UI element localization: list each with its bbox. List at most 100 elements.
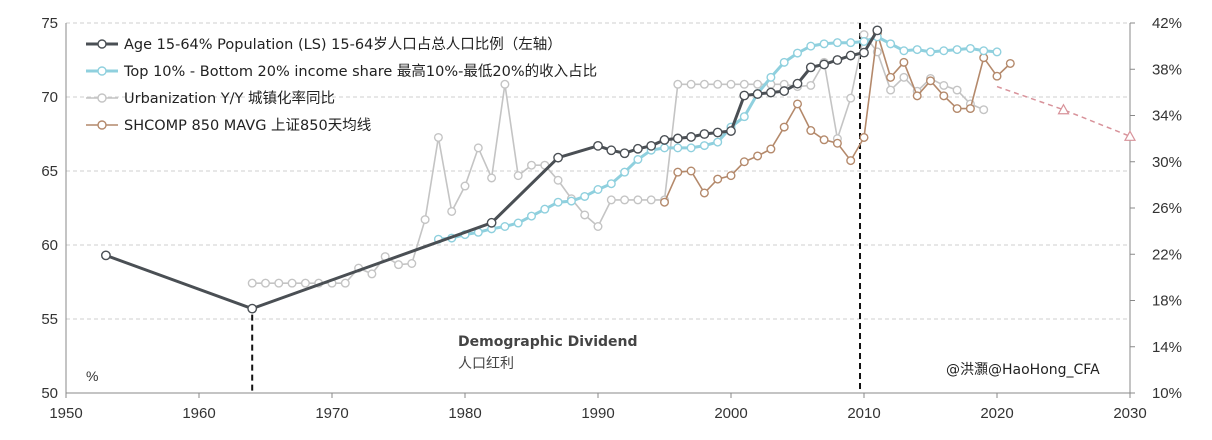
legend-label: Age 15-64% Population (LS) 15-64岁人口占总人口比… — [124, 36, 562, 53]
data-point — [726, 126, 736, 136]
legend-item-2: Urbanization Y/Y 城镇化率同比 — [86, 90, 335, 107]
data-point — [766, 87, 776, 98]
data-point — [1057, 103, 1070, 115]
data-point — [846, 93, 856, 103]
right-tick-label: 10% — [1152, 385, 1182, 402]
data-point — [593, 221, 603, 231]
data-point — [793, 99, 803, 109]
data-point — [806, 41, 816, 51]
data-point — [619, 148, 630, 159]
legend-swatch-marker — [97, 120, 107, 130]
data-point — [872, 25, 883, 36]
data-point — [792, 78, 803, 89]
series-layer — [101, 25, 1137, 314]
series-3 — [660, 28, 1015, 207]
watermark: @洪灝@HaoHong_CFA — [946, 361, 1100, 378]
right-tick-label: 38% — [1152, 61, 1182, 78]
x-tick-label: 2030 — [1113, 405, 1146, 422]
data-point — [646, 140, 657, 151]
data-point — [620, 167, 630, 177]
data-point — [739, 79, 749, 89]
data-point — [447, 206, 457, 216]
data-point — [766, 144, 776, 154]
left-tick-label: 50 — [41, 385, 58, 402]
data-point — [686, 143, 696, 153]
data-point — [300, 278, 310, 288]
left-tick-label: 60 — [41, 237, 58, 254]
left-tick-label: 55 — [41, 311, 58, 328]
data-point — [540, 204, 550, 214]
x-tick-label: 1970 — [315, 405, 348, 422]
data-point — [433, 132, 443, 142]
data-point — [566, 196, 576, 206]
data-point — [606, 195, 616, 205]
data-point — [1123, 130, 1137, 141]
data-point — [606, 179, 616, 189]
x-tick-label: 2020 — [980, 405, 1013, 422]
legend-label: Urbanization Y/Y 城镇化率同比 — [124, 90, 335, 107]
series-4 — [996, 85, 1137, 141]
data-point — [806, 80, 816, 90]
data-point — [739, 90, 750, 101]
data-point — [274, 278, 284, 288]
data-point — [620, 195, 630, 205]
data-point — [886, 72, 896, 82]
data-point — [886, 39, 896, 49]
right-tick-label: 34% — [1152, 108, 1182, 125]
data-point — [739, 112, 749, 122]
data-point — [979, 46, 989, 56]
data-point — [699, 129, 710, 139]
data-point — [686, 79, 696, 89]
data-point — [965, 104, 975, 114]
right-tick-label: 14% — [1152, 339, 1182, 356]
annotation-demographic-dividend: Demographic Dividend — [458, 334, 638, 350]
data-point — [646, 195, 656, 205]
legend-label: SHCOMP 850 MAVG 上证850天均线 — [124, 117, 371, 134]
series-0 — [101, 25, 883, 314]
data-point — [713, 79, 723, 89]
left-tick-label: 70 — [41, 89, 58, 106]
legend-item-1: Top 10% - Bottom 20% income share 最高10%-… — [86, 63, 597, 80]
data-point — [752, 89, 763, 99]
data-point — [367, 269, 377, 279]
legend-swatch-marker — [97, 39, 107, 49]
data-point — [819, 135, 829, 145]
data-point — [992, 71, 1002, 81]
data-point — [726, 79, 736, 89]
data-point — [460, 181, 470, 191]
x-tick-label: 1960 — [182, 405, 215, 422]
legend: Age 15-64% Population (LS) 15-64岁人口占总人口比… — [86, 36, 597, 134]
data-point — [1005, 58, 1015, 68]
data-point — [513, 171, 523, 181]
data-point — [699, 79, 709, 89]
data-point — [832, 38, 842, 48]
x-tick-label: 2000 — [714, 405, 747, 422]
data-point — [779, 122, 789, 132]
data-point — [926, 76, 936, 86]
data-point — [713, 137, 723, 147]
data-point — [952, 85, 962, 95]
data-point — [779, 57, 789, 67]
data-point — [633, 143, 643, 154]
x-tick-label: 1950 — [49, 405, 82, 422]
data-point — [939, 46, 949, 56]
data-point — [553, 175, 563, 185]
data-point — [939, 91, 949, 101]
data-point — [845, 50, 856, 61]
data-point — [473, 143, 483, 153]
vline-layer — [251, 23, 862, 393]
data-point — [486, 217, 497, 228]
data-point — [952, 45, 962, 55]
data-point — [340, 278, 350, 288]
data-point — [686, 132, 696, 142]
data-point — [247, 278, 257, 288]
right-tick-label: 26% — [1152, 200, 1182, 217]
data-point — [793, 48, 803, 58]
data-point — [487, 173, 497, 183]
annotation-demographic-dividend-cn: 人口红利 — [458, 356, 514, 372]
data-point — [659, 135, 670, 145]
data-point — [420, 215, 430, 225]
grid-layer — [66, 22, 1130, 320]
